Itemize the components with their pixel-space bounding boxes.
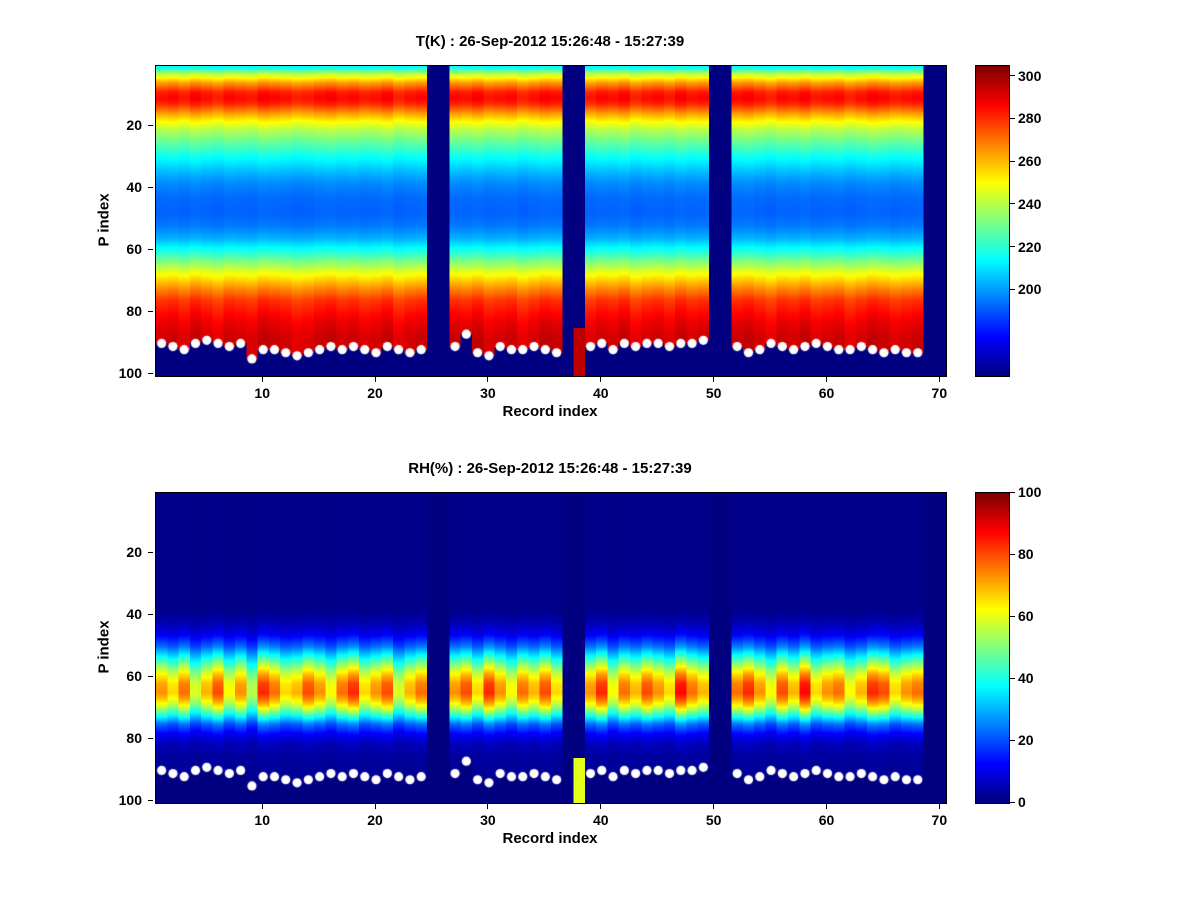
x-tick-mark [826,804,827,809]
colorbar [975,492,1010,804]
x-tick-mark [374,804,376,809]
y-tick-label: 20 [126,117,142,134]
x-tick-label: 60 [818,385,835,401]
y-tick-label: 60 [126,668,142,685]
x-tick-label: 20 [367,812,383,828]
colorbar-tick-label: 80 [1018,546,1034,562]
y-tick-mark [148,124,153,126]
x-tick-label: 30 [480,812,496,828]
colorbar-tick-mark [1010,615,1015,617]
plot-area [155,492,947,804]
y-tick-mark [148,186,153,188]
colorbar-tick-mark [1010,203,1015,205]
y-tick-mark [148,799,153,801]
x-tick-mark [826,377,827,382]
y-tick-label: 60 [126,241,142,258]
x-tick-label: 70 [931,812,948,828]
y-axis-label: P index [95,620,113,674]
colorbar-tick-mark [1010,739,1015,741]
colorbar-tick-label: 60 [1018,608,1034,624]
x-tick-label: 10 [254,385,270,401]
colorbar-tick-mark [1010,553,1015,555]
x-axis-label: Record index [502,830,598,847]
colorbar-tick-label: 240 [1018,195,1042,212]
y-axis-label: P index [95,193,113,247]
surface-dots-canvas [156,493,946,803]
colorbar-tick-mark [1010,160,1015,162]
colorbar-tick-label: 0 [1018,794,1026,810]
colorbar-tick-mark [1010,491,1015,493]
x-tick-label: 50 [705,812,722,828]
y-tick-label: 100 [118,792,142,809]
y-tick-mark [148,551,153,553]
colorbar-tick-label: 100 [1018,484,1042,500]
x-tick-label: 30 [480,385,496,401]
x-tick-mark [600,804,602,809]
colorbar-tick-label: 260 [1018,153,1042,170]
colorbar-tick-mark [1010,117,1015,119]
y-tick-mark [148,613,153,615]
x-tick-mark [487,377,489,382]
chart-title: T(K) : 26-Sep-2012 15:26:48 - 15:27:39 [415,33,685,50]
x-tick-mark [713,804,715,809]
temperature-heatmap-chart: T(K) : 26-Sep-2012 15:26:48 - 15:27:39 P… [0,0,1200,430]
y-tick-mark [148,675,153,677]
x-tick-mark [261,804,263,809]
colorbar-tick-mark [1010,288,1015,290]
colorbar [975,65,1010,377]
chart-title: RH(%) : 26-Sep-2012 15:26:48 - 15:27:39 [408,460,692,477]
x-tick-label: 20 [367,385,383,401]
x-tick-label: 40 [592,812,609,828]
x-tick-mark [938,377,940,382]
colorbar-tick-label: 280 [1018,110,1042,127]
y-tick-label: 100 [118,365,142,382]
y-tick-label: 20 [126,544,142,561]
humidity-heatmap-chart: RH(%) : 26-Sep-2012 15:26:48 - 15:27:39 … [0,427,1200,857]
y-tick-mark [148,248,153,250]
colorbar-tick-label: 20 [1018,732,1034,748]
colorbar-tick-label: 40 [1018,670,1034,686]
x-tick-mark [713,377,715,382]
colorbar-tick-label: 300 [1018,67,1042,84]
surface-dots-canvas [156,66,946,376]
y-tick-label: 80 [126,730,142,747]
colorbar-tick-mark [1010,75,1015,77]
x-tick-mark [374,377,376,382]
x-tick-label: 10 [254,812,270,828]
y-tick-label: 40 [126,179,142,196]
colorbar-tick-mark [1010,677,1015,679]
colorbar-canvas [976,493,1009,803]
x-tick-mark [600,377,602,382]
x-tick-label: 60 [818,812,835,828]
x-tick-label: 40 [592,385,609,401]
y-tick-mark [148,372,153,374]
x-tick-label: 70 [931,385,948,401]
colorbar-tick-label: 220 [1018,238,1042,255]
x-axis-label: Record index [502,403,598,420]
y-tick-label: 40 [126,606,142,623]
colorbar-tick-mark [1010,246,1015,248]
x-tick-label: 50 [705,385,722,401]
colorbar-tick-label: 200 [1018,281,1042,298]
y-tick-label: 80 [126,303,142,320]
y-tick-mark [148,737,153,739]
x-tick-mark [487,804,489,809]
colorbar-canvas [976,66,1009,376]
plot-area [155,65,947,377]
x-tick-mark [938,804,940,809]
y-tick-mark [148,310,153,312]
colorbar-tick-mark [1010,801,1015,803]
x-tick-mark [261,377,263,382]
